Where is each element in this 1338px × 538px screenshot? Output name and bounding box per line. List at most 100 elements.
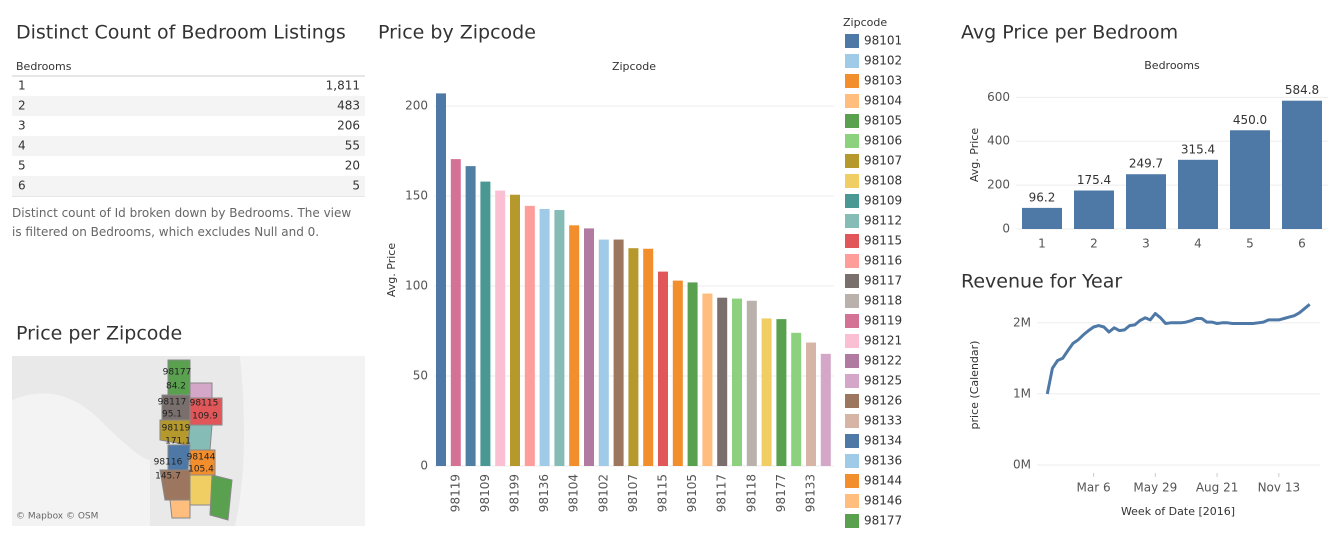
bar [584, 228, 594, 466]
legend-label: 98107 [864, 154, 902, 168]
bar [628, 248, 639, 466]
bar [436, 93, 446, 467]
legend-swatch [845, 474, 859, 488]
legend-label: 98146 [864, 494, 902, 508]
y-tick-label: 2M [1013, 315, 1031, 329]
y-tick-label: 0M [1013, 458, 1031, 472]
map-label: 98144 [187, 453, 216, 463]
bar [450, 159, 461, 466]
legend-swatch [845, 274, 859, 288]
bar [1230, 130, 1270, 229]
legend-swatch [845, 154, 859, 168]
legend-swatch [845, 194, 859, 208]
bar [717, 297, 728, 466]
legend-label: 98104 [864, 94, 902, 108]
table-title: Distinct Count of Bedroom Listings [16, 22, 346, 44]
legend-swatch [845, 394, 859, 408]
bar [732, 298, 742, 466]
legend-swatch [845, 94, 859, 108]
y-axis-title: Avg. Price [385, 243, 398, 297]
legend-label: 98109 [864, 194, 902, 208]
table-cell: 5 [352, 179, 360, 193]
legend-label: 98125 [864, 374, 902, 388]
table-cell: 5 [18, 159, 26, 173]
table-row-bg [12, 96, 365, 116]
bar [598, 239, 609, 466]
table-row-bg [12, 136, 365, 156]
table-cell: 6 [18, 179, 26, 193]
legend-swatch [845, 354, 859, 368]
legend-label: 98102 [864, 54, 902, 68]
bar [643, 248, 654, 466]
x-tick-label: 98104 [567, 474, 581, 512]
chart-title: Revenue for Year [961, 271, 1122, 293]
data-label: 249.7 [1129, 157, 1163, 171]
legend-swatch [845, 434, 859, 448]
data-label: 315.4 [1181, 142, 1215, 156]
x-tick-label: 98109 [478, 474, 492, 512]
map-label: 95.1 [162, 410, 182, 420]
legend-swatch [845, 494, 859, 508]
bar [539, 208, 550, 466]
map-label: 171.1 [165, 437, 191, 447]
legend-label: 98112 [864, 214, 902, 228]
legend-label: 98106 [864, 134, 902, 148]
bar [687, 282, 698, 466]
y-tick-label: 1M [1013, 386, 1031, 400]
map-label: 98117 [158, 398, 187, 408]
x-tick-label: 98177 [774, 474, 788, 512]
map: © Mapbox © OSM [12, 356, 365, 526]
bar [1022, 207, 1062, 229]
y-tick-label: 0 [420, 459, 428, 473]
bar [776, 319, 787, 466]
y-tick-label: 200 [987, 178, 1010, 192]
bar [1126, 174, 1166, 229]
legend-swatch [845, 454, 859, 468]
axis-header: Bedrooms [1144, 59, 1200, 72]
legend-label: 98115 [864, 234, 902, 248]
x-tick-label: 1 [1038, 237, 1046, 251]
data-label: 96.2 [1029, 190, 1056, 204]
map-region [169, 499, 191, 519]
legend-label: 98144 [864, 474, 902, 488]
legend-label: 98134 [864, 434, 902, 448]
bar [510, 194, 520, 467]
x-tick-label: 98102 [596, 474, 610, 512]
table-cell: 55 [345, 139, 360, 153]
map-label: 98177 [163, 368, 192, 378]
data-label: 584.8 [1285, 83, 1319, 97]
map-land [235, 356, 365, 526]
legend-swatch [845, 74, 859, 88]
legend-swatch [845, 514, 859, 528]
x-tick-label: 98119 [448, 474, 462, 512]
bar [554, 210, 565, 466]
legend-label: 98105 [864, 114, 902, 128]
x-tick-label: 98105 [685, 474, 699, 512]
x-tick-label: Nov 13 [1258, 481, 1301, 495]
x-tick-label: 98115 [656, 474, 670, 512]
map-region [209, 474, 233, 521]
x-tick-label: Mar 6 [1077, 481, 1111, 495]
bar [465, 166, 476, 466]
table-cell: 20 [345, 159, 360, 173]
map-attribution: © Mapbox © OSM [16, 512, 98, 522]
bar [569, 225, 580, 466]
x-tick-label: 98117 [715, 474, 729, 512]
map-label: 145.7 [155, 472, 181, 482]
table-cell: 2 [18, 99, 26, 113]
line [1045, 303, 1311, 395]
legend-label: 98117 [864, 274, 902, 288]
map-land [12, 393, 150, 526]
legend-label: 98122 [864, 354, 902, 368]
legend-label: 98133 [864, 414, 902, 428]
legend-swatch [845, 134, 859, 148]
bar [791, 332, 802, 466]
legend-swatch [845, 314, 859, 328]
map-title: Price per Zipcode [16, 323, 182, 345]
bar [806, 342, 816, 466]
data-label: 175.4 [1077, 173, 1111, 187]
legend-swatch [845, 114, 859, 128]
bar [495, 190, 506, 466]
x-tick-label: 98136 [537, 474, 551, 512]
